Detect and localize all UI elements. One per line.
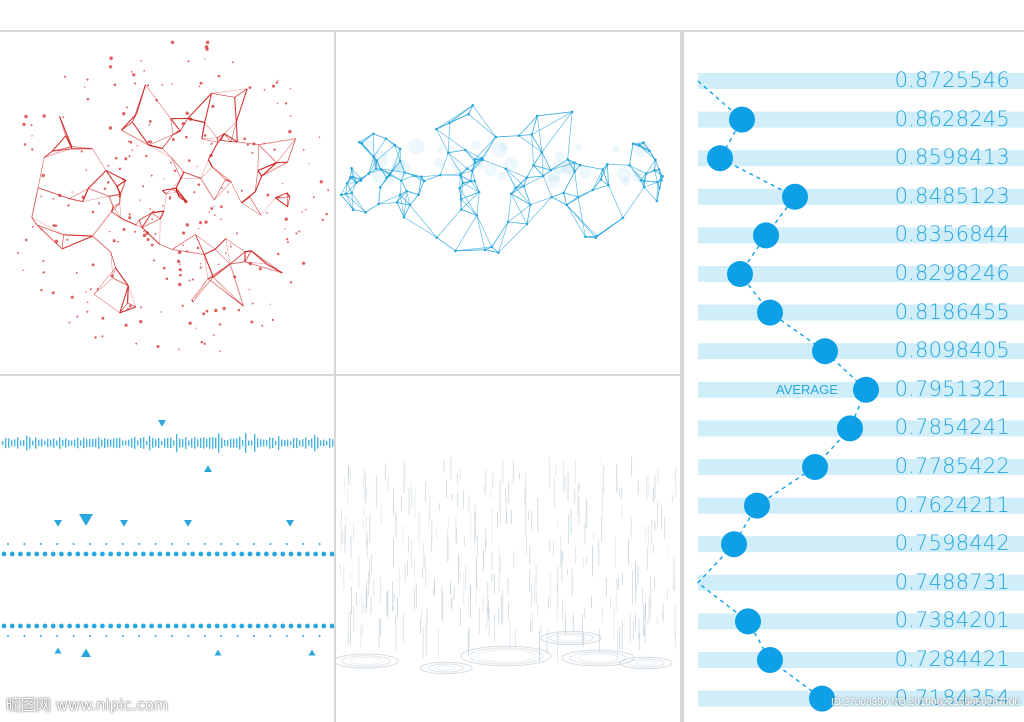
mid-divider [0, 374, 1024, 376]
value-label: 0.7951321 [894, 376, 1010, 401]
value-label: 0.7488731 [894, 569, 1010, 594]
value-bar [698, 227, 1024, 244]
audio-wave [2, 433, 334, 453]
cyan-network-dots [339, 104, 664, 254]
value-label: 0.7624211 [894, 492, 1010, 517]
rain-streaks [339, 456, 677, 662]
rain-graphic [336, 456, 677, 675]
value-list-panel: 0.8725546 0.8628245 0.8598413 0.8485123 0.83… [684, 32, 1024, 722]
value-bar [698, 497, 1024, 514]
value-label: 0.7854241 [894, 415, 1010, 440]
value-label: 0.8298246 [894, 261, 1010, 285]
value-bar [698, 111, 1024, 128]
value-label: 0.8098405 [894, 338, 1010, 363]
value-bar [698, 150, 1024, 167]
value-label: 0.8598413 [894, 145, 1010, 170]
rain-panel [336, 376, 680, 722]
cyan-network-lines [340, 105, 663, 253]
red-network-lines [31, 84, 296, 314]
value-bar [698, 690, 1024, 707]
trend-dot [727, 261, 753, 287]
value-label: 0.7184354 [894, 685, 1010, 710]
trend-dot [735, 608, 761, 635]
value-label: 0.7384201 [894, 608, 1010, 633]
value-bar [698, 459, 1024, 475]
tech-dots-panel [0, 376, 334, 722]
value-bar [698, 266, 1024, 282]
trend-dot [812, 338, 838, 365]
value-label: 0.8485123 [894, 183, 1010, 208]
value-label: 0.8356844 [894, 222, 1010, 247]
red-network-graphic [17, 40, 330, 353]
trend-dot [753, 222, 779, 249]
dot-rows [1, 543, 334, 637]
trend-dots [707, 106, 879, 712]
average-label: AVERAGE [776, 382, 838, 397]
value-label: 0.8186455 [894, 299, 1010, 324]
value-label: 0.7598442 [894, 531, 1010, 556]
value-bar [698, 613, 1024, 630]
value-label: 0.8628245 [894, 106, 1010, 131]
watermark-id: ID:27008390 NO:20190612165856287000 [830, 697, 1020, 708]
trend-dot [757, 299, 783, 326]
red-network-dots [17, 40, 330, 353]
trend-dot [744, 492, 770, 519]
value-bar [698, 343, 1024, 360]
trend-dot [721, 531, 747, 558]
watermark-site: 昵图网 www.nipic.com [6, 696, 169, 714]
triangle-markers [54, 420, 316, 657]
trend-dot [782, 183, 808, 210]
trend-dot [729, 106, 755, 133]
trend-dot [809, 685, 835, 712]
red-network-panel [0, 32, 334, 374]
value-bar [698, 73, 1024, 89]
tech-dots-graphic [1, 420, 334, 657]
value-bar [698, 188, 1024, 205]
value-bars-graphic [696, 73, 1024, 712]
trend-dot [837, 415, 863, 442]
trend-dot [853, 376, 879, 403]
trend-line [696, 80, 867, 700]
trend-dot [802, 454, 828, 480]
value-label: 0.8725546 [894, 68, 1010, 92]
divider-1 [334, 30, 336, 722]
trend-dot [707, 145, 733, 172]
value-bar [698, 536, 1024, 553]
value-bar [698, 574, 1024, 591]
value-label: 0.7785422 [894, 454, 1010, 478]
cyan-network-panel [336, 32, 680, 374]
value-label: 0.7284421 [894, 647, 1010, 671]
water-ripples [336, 630, 673, 675]
top-border [0, 30, 1024, 32]
trend-dot [757, 647, 783, 673]
divider-2 [680, 30, 684, 722]
cyan-network-graphic [339, 104, 664, 254]
